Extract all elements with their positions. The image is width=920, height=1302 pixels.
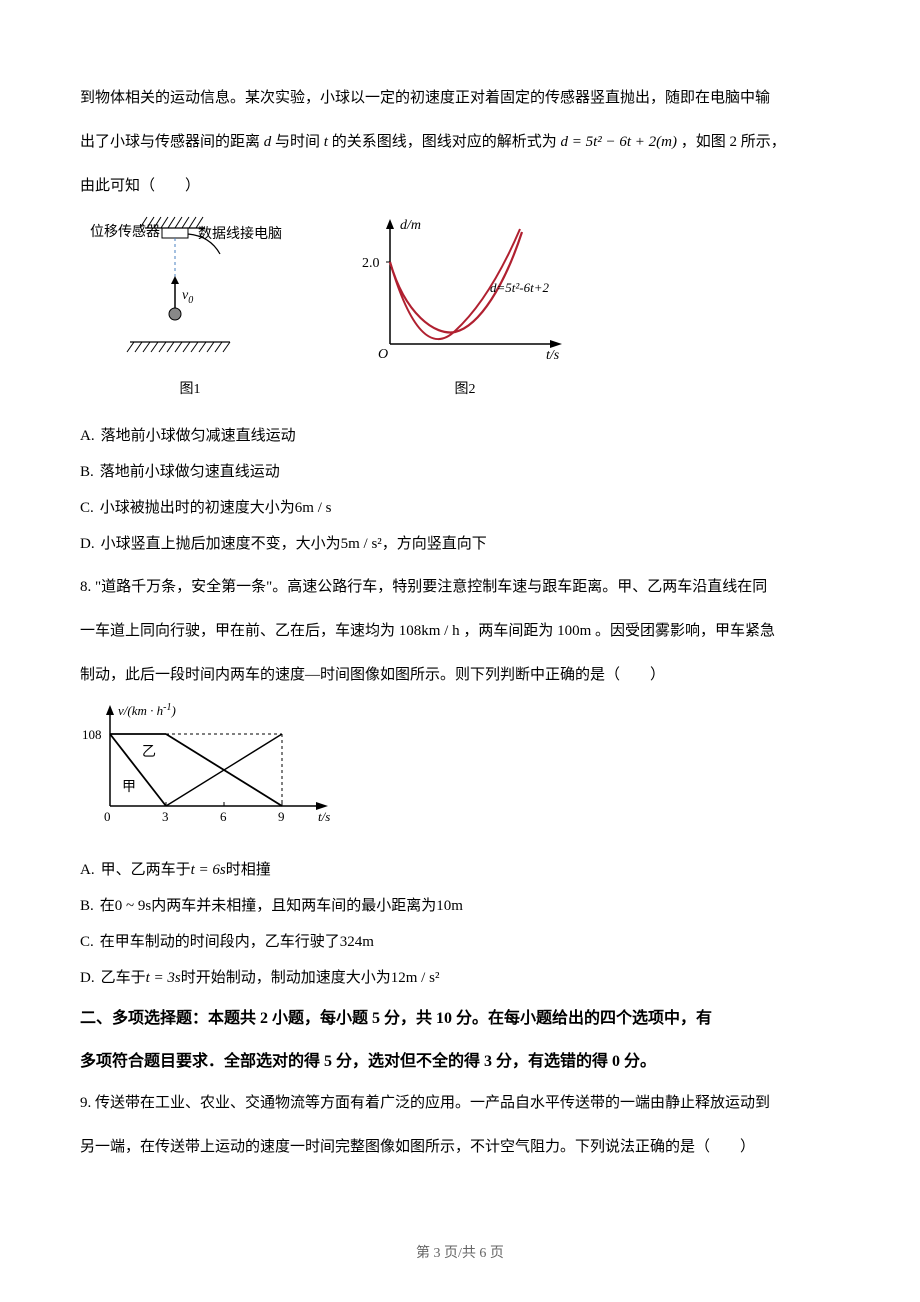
option-letter: D. <box>80 970 95 986</box>
option-value: 10m <box>436 898 463 914</box>
q7-var-t: t <box>324 134 332 150</box>
option-text: 落地前小球做匀速直线运动 <box>100 464 280 480</box>
option-text: 小球竖直上抛后加速度不变，大小为 <box>101 536 341 552</box>
q7-option-b: B. 落地前小球做匀速直线运动 <box>80 457 840 487</box>
option-letter: C. <box>80 500 94 516</box>
option-letter: A. <box>80 862 95 878</box>
option-value: t = 6s <box>191 862 226 878</box>
q8-speed: 108km / h <box>399 623 460 639</box>
option-text: 时相撞 <box>226 862 271 878</box>
y-arrow-icon <box>386 219 394 229</box>
option-letter: C. <box>80 934 94 950</box>
option-text: 时开始制动，制动加速度大小为 <box>181 970 391 986</box>
label-yi: 乙 <box>142 744 156 760</box>
figure-2-svg: 2.0 d/m t/s O d=5t²-6t+2 <box>350 214 580 369</box>
q8-text: 。因受团雾影响，甲车紧急 <box>595 623 775 639</box>
q7-text: 的关系图线，图线对应的解析式为 <box>332 134 557 150</box>
x-tick-6: 6 <box>220 809 227 824</box>
page-content: 到物体相关的运动信息。某次实验，小球以一定的初速度正对着固定的传感器竖直抛出，随… <box>80 80 840 1165</box>
option-text: 落地前小球做匀减速直线运动 <box>101 428 296 444</box>
fig2-caption: 图2 <box>455 373 476 407</box>
label-jia: 甲 <box>122 780 136 795</box>
option-value: 0 ~ 9s <box>115 898 151 914</box>
section-2-title-line1: 二、多项选择题：本题共 2 小题，每小题 5 分，共 10 分。在每小题给出的四… <box>80 1001 840 1036</box>
q8-line3: 制动，此后一段时间内两车的速度—时间图像如图所示。则下列判断中正确的是（ ） <box>80 657 840 693</box>
q8-line2: 一车道上同向行驶，甲在前、乙在后，车速均为 108km / h ，两车间距为 1… <box>80 613 840 649</box>
x-tick-9: 9 <box>278 809 285 824</box>
q9-line1: 9. 传送带在工业、农业、交通物流等方面有着广泛的应用。一产品自水平传送带的一端… <box>80 1085 840 1121</box>
option-value: t = 3s <box>146 970 181 986</box>
page-footer: 第 3 页/共 6 页 <box>0 1242 920 1262</box>
option-letter: B. <box>80 898 94 914</box>
q8-text: ，两车间距为 <box>463 623 553 639</box>
q7-text: 出了小球与传感器间的距离 <box>80 134 260 150</box>
y-axis-label: d/m <box>400 218 421 233</box>
q7-option-a: A. 落地前小球做匀减速直线运动 <box>80 421 840 451</box>
y-tick-108: 108 <box>82 727 102 742</box>
option-text: 乙车于 <box>101 970 146 986</box>
q8-option-a: A. 甲、乙两车于t = 6s时相撞 <box>80 855 840 885</box>
section-2-title-line2: 多项符合题目要求．全部选对的得 5 分，选对但不全的得 3 分，有选错的得 0 … <box>80 1044 840 1079</box>
option-text: 在 <box>100 898 115 914</box>
q8-line1: 8. "道路千万条，安全第一条"。高速公路行车，特别要注意控制车速与跟车距离。甲… <box>80 569 840 605</box>
q7-intro-line2: 出了小球与传感器间的距离 d 与时间 t 的关系图线，图线对应的解析式为 d =… <box>80 124 840 160</box>
q7-intro-line3: 由此可知（ ） <box>80 168 840 204</box>
curve-formula-label: d=5t²-6t+2 <box>490 280 549 295</box>
y-axis-label: v/(km · h-1) <box>118 702 176 718</box>
x-axis-label: t/s <box>318 809 330 824</box>
option-text: 内两车并未相撞，且知两车间的最小距离为 <box>151 898 436 914</box>
q7-formula: d = 5t² − 6t + 2(m) <box>560 134 677 150</box>
sensor-box <box>162 228 188 238</box>
sensor-label: 位移传感器 <box>90 223 160 240</box>
y-tick-label: 2.0 <box>362 256 380 271</box>
figure-2: 2.0 d/m t/s O d=5t²-6t+2 图2 <box>350 214 580 407</box>
figure-1: 位移传感器 数据线接电脑 v0 <box>90 214 290 407</box>
q8-chart-svg: v/(km · h-1) 108 0 3 6 9 t/s <box>80 701 340 831</box>
ground-hatch <box>127 342 230 352</box>
q7-option-c: C. 小球被抛出时的初速度大小为6m / s <box>80 493 840 523</box>
fig1-caption: 图1 <box>180 373 201 407</box>
q7-var-d: d <box>264 134 272 150</box>
x-tick-3: 3 <box>162 809 169 824</box>
option-letter: D. <box>80 536 95 552</box>
q8-dist: 100m <box>557 623 591 639</box>
q8-option-c: C. 在甲车制动的时间段内，乙车行驶了324m <box>80 927 840 957</box>
option-letter: B. <box>80 464 94 480</box>
option-text: ，方向竖直向下 <box>382 536 487 552</box>
x-tick-0: 0 <box>104 809 111 824</box>
option-value: 5m / s² <box>341 536 382 552</box>
option-value: 324m <box>340 934 374 950</box>
q7-text: 与时间 <box>275 134 320 150</box>
q9-line2: 另一端，在传送带上运动的速度一时间完整图像如图所示，不计空气阻力。下列说法正确的… <box>80 1129 840 1165</box>
q8-chart: v/(km · h-1) 108 0 3 6 9 t/s <box>80 701 840 845</box>
q7-option-d: D. 小球竖直上抛后加速度不变，大小为5m / s²，方向竖直向下 <box>80 529 840 559</box>
q7-text: ，如图 2 所示， <box>681 134 786 150</box>
origin-label: O <box>378 347 388 362</box>
x-axis-label: t/s <box>546 348 560 363</box>
figure-1-svg: 位移传感器 数据线接电脑 v0 <box>90 214 290 369</box>
v0-label: v0 <box>182 288 193 306</box>
option-value: 6m / s <box>295 500 332 516</box>
q8-text: 一车道上同向行驶，甲在前、乙在后，车速均为 <box>80 623 395 639</box>
x-arrow-icon <box>550 340 562 348</box>
y-arrow-icon <box>106 705 114 715</box>
option-letter: A. <box>80 428 95 444</box>
series-jia <box>110 734 166 806</box>
option-text: 在甲车制动的时间段内，乙车行驶了 <box>100 934 340 950</box>
ball-icon <box>169 308 181 320</box>
option-text: 甲、乙两车于 <box>101 862 191 878</box>
arrow-head-icon <box>171 276 179 284</box>
option-value: 12m / s² <box>391 970 440 986</box>
q7-intro-line1: 到物体相关的运动信息。某次实验，小球以一定的初速度正对着固定的传感器竖直抛出，随… <box>80 80 840 116</box>
option-text: 小球被抛出时的初速度大小为 <box>100 500 295 516</box>
wire-label: 数据线接电脑 <box>198 225 282 242</box>
q8-option-b: B. 在0 ~ 9s内两车并未相撞，且知两车间的最小距离为10m <box>80 891 840 921</box>
q8-option-d: D. 乙车于t = 3s时开始制动，制动加速度大小为12m / s² <box>80 963 840 993</box>
q7-figures: 位移传感器 数据线接电脑 v0 <box>90 214 840 407</box>
